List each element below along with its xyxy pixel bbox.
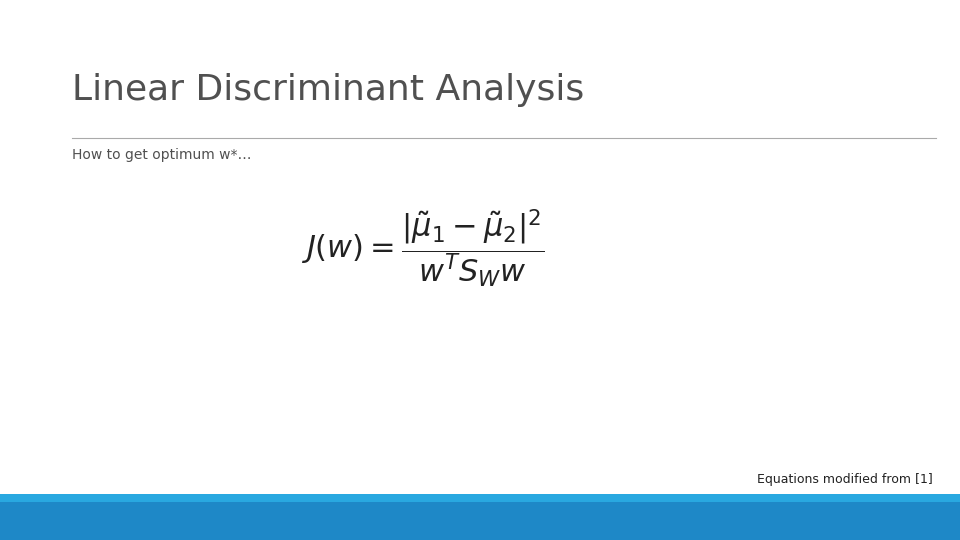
Text: Equations modified from [1]: Equations modified from [1] bbox=[757, 473, 933, 486]
Text: $J(w) = \dfrac{|\tilde{\mu}_1 - \tilde{\mu}_2|^2}{w^T S_W w}$: $J(w) = \dfrac{|\tilde{\mu}_1 - \tilde{\… bbox=[300, 207, 544, 289]
Bar bbox=[0, 502, 960, 540]
Bar bbox=[0, 494, 960, 502]
Text: How to get optimum w*…: How to get optimum w*… bbox=[72, 148, 252, 163]
Text: Linear Discriminant Analysis: Linear Discriminant Analysis bbox=[72, 73, 585, 107]
